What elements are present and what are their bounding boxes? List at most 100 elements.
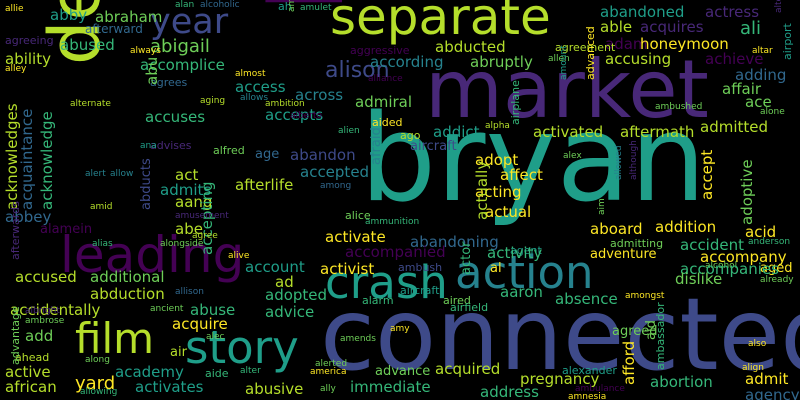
word-abusive: abusive — [245, 380, 304, 398]
word-academy: academy — [115, 363, 184, 381]
word-actually: actually — [473, 160, 491, 220]
word-acting: acting — [475, 183, 522, 201]
word-ali: ali — [740, 18, 762, 39]
word-along: along — [85, 355, 110, 365]
word-ambulance: ambulance — [575, 384, 625, 394]
word-accept: accept — [698, 149, 716, 200]
word-alert: alert — [85, 169, 106, 179]
word-anderson: anderson — [748, 237, 791, 247]
word-abruptly: abruptly — [470, 53, 533, 71]
word-amid: amid — [90, 202, 113, 212]
word-airport: airport — [781, 23, 794, 60]
word-almost: almost — [235, 69, 266, 79]
word-accompanied: accompanied — [345, 243, 446, 261]
word-dislike: dislike — [675, 270, 723, 288]
word-abandoned: abandoned — [600, 3, 685, 21]
word-allowing: allowing — [80, 387, 118, 397]
word-accidentally: accidentally — [10, 301, 101, 319]
word-absence: absence — [555, 290, 618, 308]
word-acknowledge: acknowledge — [38, 111, 56, 210]
word-ambition: ambition — [265, 99, 305, 109]
word-amount: amount — [559, 45, 569, 80]
word-ana: ana — [140, 141, 157, 151]
word-advice: advice — [265, 303, 315, 321]
word-align: align — [742, 363, 764, 373]
word-alien: alien — [338, 126, 360, 136]
word-ace: ace — [745, 93, 772, 111]
word-amends: amends — [340, 334, 376, 344]
word-aaron: aaron — [500, 283, 543, 301]
word-alive: alive — [228, 251, 250, 261]
word-alpha: alpha — [485, 121, 510, 131]
word-according: according — [370, 53, 444, 71]
word-achieve: achieve — [705, 50, 764, 68]
word-agrees: agrees — [150, 76, 188, 89]
word-agency: agency — [745, 386, 800, 400]
word-altar: altar — [752, 46, 773, 56]
word-admiral: admiral — [355, 93, 413, 111]
word-film: film — [75, 314, 155, 363]
word-agree: agree — [192, 231, 218, 241]
word-afterlife: afterlife — [235, 176, 294, 194]
word-addition: addition — [655, 218, 717, 236]
word-allows: allows — [240, 93, 269, 103]
word-ah: ah — [278, 0, 292, 13]
word-abigail: abigail — [150, 36, 210, 57]
word-admits: admits — [160, 181, 212, 199]
word-afterward: afterward — [85, 22, 143, 36]
word-allen: allen — [548, 54, 570, 64]
word-accepted: accepted — [300, 163, 370, 181]
word-airplane: airplane — [509, 80, 522, 125]
word-across: across — [295, 86, 344, 104]
word-action: action — [455, 246, 594, 299]
word-aged: aged — [760, 261, 793, 276]
word-al: al — [490, 261, 502, 276]
word-able: able — [600, 18, 633, 36]
word-alec: alec — [206, 332, 225, 342]
word-abducted: abducted — [435, 38, 506, 56]
word-accomplice: accomplice — [140, 56, 225, 74]
word-amulet: amulet — [300, 3, 332, 13]
word-abuse: abuse — [190, 301, 236, 319]
word-addict: addict — [433, 123, 480, 141]
word-agreeing: agreeing — [5, 34, 54, 47]
word-albright: albright — [25, 306, 60, 316]
word-ago: ago — [400, 129, 421, 142]
word-acquire: acquire — [172, 315, 228, 333]
word-aired: aired — [443, 294, 471, 307]
word-abu: abu — [143, 56, 161, 85]
word-amy: amy — [390, 324, 410, 334]
word-agreed: agreed — [612, 324, 658, 339]
word-actual: actual — [485, 203, 532, 221]
word-alan: alan — [175, 0, 195, 10]
word-ahead: ahead — [15, 351, 50, 364]
word-address: address — [480, 383, 539, 400]
word-american: american — [287, 0, 297, 12]
word-aang: aang — [175, 193, 213, 211]
word-among: among — [320, 181, 352, 191]
word-alberto: alberto — [290, 111, 323, 121]
word-alternate: alternate — [70, 99, 111, 109]
word-alongside: alongside — [160, 239, 204, 249]
word-story: story — [185, 321, 299, 374]
word-advises: advises — [150, 139, 192, 152]
word-aging: aging — [200, 96, 226, 106]
word-honeymoon: honeymoon — [640, 35, 729, 53]
word-activated: activated — [533, 123, 604, 141]
word-accident: accident — [680, 236, 744, 254]
word-actress: actress — [705, 3, 760, 21]
word-alcoholic: alcoholic — [200, 0, 240, 10]
word-affair: affair — [722, 80, 762, 98]
word-accepts: accepts — [265, 106, 324, 124]
word-activates: activates — [135, 378, 204, 396]
word-aided: aided — [372, 116, 403, 129]
word-actor: actor — [459, 241, 474, 275]
word-alternative: alternative — [774, 0, 784, 13]
word-amongst: amongst — [625, 291, 665, 301]
word-access: access — [235, 78, 286, 96]
word-aggressive: aggressive — [350, 44, 410, 57]
word-allie: allie — [5, 4, 24, 14]
word-advance: advance — [375, 364, 431, 379]
word-already: already — [760, 275, 794, 285]
word-allow: allow — [110, 169, 134, 179]
